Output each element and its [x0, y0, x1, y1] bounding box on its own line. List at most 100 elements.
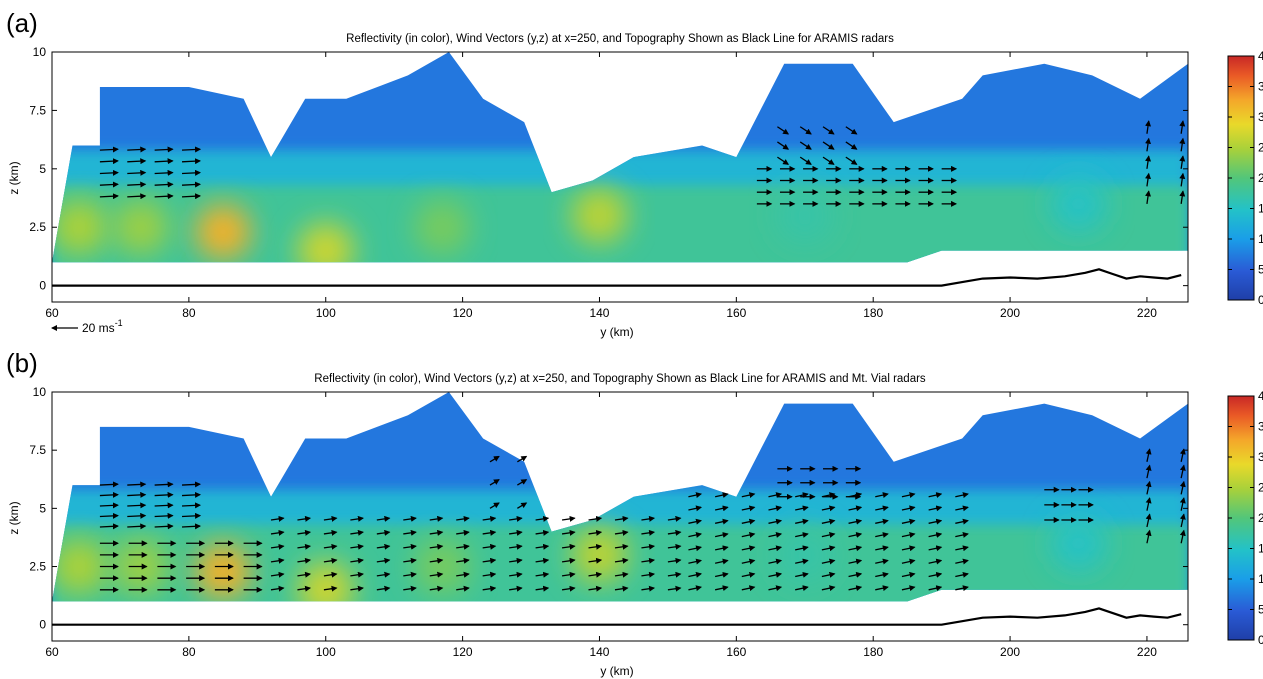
- reflectivity-cell-5: [414, 538, 471, 595]
- reflectivity-cell-5: [414, 199, 471, 256]
- wind-vector: [323, 585, 338, 592]
- wind-vector: [641, 529, 656, 536]
- wind-vector: [845, 141, 858, 150]
- x-tick-label: 60: [45, 306, 59, 320]
- wind-vector: [403, 529, 417, 536]
- wind-vector: [456, 529, 470, 536]
- wind-vector: [535, 585, 550, 592]
- wind-vector: [127, 158, 147, 165]
- wind-vector: [955, 492, 969, 499]
- x-tick-label: 140: [589, 645, 609, 659]
- wind-vector: [777, 126, 790, 135]
- colorbar-tick-label: 40: [1258, 49, 1263, 63]
- wind-vector: [821, 505, 836, 512]
- wind-vector: [429, 543, 444, 550]
- wind-vector: [588, 543, 603, 550]
- wind-vector: [1145, 464, 1152, 479]
- wind-vector: [403, 585, 417, 592]
- wind-vector: [1145, 155, 1152, 169]
- wind-vector: [614, 585, 629, 592]
- wind-vector: [955, 518, 969, 525]
- panel-a-plot: 60 80 100 120 140 160 180 200 220 0 2.5 5 7.5 10: [29, 45, 1189, 320]
- colorbar-tick-label: 10: [1258, 572, 1263, 586]
- reference-arrow-value: 20 ms: [82, 321, 115, 335]
- wind-vector: [99, 181, 119, 188]
- wind-vector: [376, 529, 391, 536]
- wind-vector: [1179, 172, 1186, 187]
- wind-vector: [509, 529, 523, 536]
- wind-vector: [768, 492, 783, 499]
- wind-vector: [821, 585, 836, 592]
- wind-vector: [429, 557, 444, 564]
- wind-vector: [403, 571, 417, 578]
- wind-vectors: [99, 120, 1186, 207]
- wind-vector: [535, 515, 550, 522]
- colorbar-tick-label: 30: [1258, 110, 1263, 124]
- wind-vector: [848, 571, 863, 578]
- wind-vector: [535, 571, 550, 578]
- wind-vector: [127, 181, 147, 188]
- axes-frame: [51, 391, 1189, 642]
- wind-vector: [777, 141, 790, 150]
- reflectivity-cell-7: [776, 526, 833, 583]
- wind-vector: [901, 492, 916, 499]
- y-tick-label: 10: [33, 45, 47, 59]
- wind-vector: [99, 502, 119, 509]
- topography-line: [52, 268, 1182, 287]
- x-tick-label: 180: [863, 645, 883, 659]
- reflectivity-field: [52, 52, 1188, 263]
- wind-vector: [1179, 448, 1186, 462]
- wind-vector: [181, 169, 202, 176]
- axes-frame: [51, 51, 1189, 303]
- wind-vector: [848, 505, 863, 512]
- wind-vector: [768, 505, 783, 512]
- wind-vector: [181, 146, 202, 153]
- wind-vector: [350, 557, 364, 564]
- wind-vector: [848, 532, 863, 538]
- wind-vector: [181, 491, 202, 498]
- wind-vector: [667, 543, 682, 550]
- wind-vector: [99, 512, 119, 519]
- wind-vector: [741, 558, 756, 565]
- wind-vector: [875, 492, 889, 499]
- wind-vector: [795, 571, 809, 578]
- wind-vector: [848, 518, 863, 525]
- wind-vector: [297, 515, 312, 522]
- wind-vector: [1145, 497, 1152, 511]
- wind-vector: [795, 518, 809, 525]
- colorbar-tick-label: 0: [1258, 633, 1263, 647]
- colorbar-tick-label: 5: [1258, 263, 1263, 277]
- wind-vector: [955, 585, 969, 592]
- x-tick-label: 200: [1000, 306, 1020, 320]
- wind-vector: [154, 193, 174, 200]
- wind-vector: [768, 571, 783, 578]
- colorbar-tick-label: 35: [1258, 80, 1263, 94]
- wind-vector: [688, 518, 703, 525]
- reflectivity-cell-6: [571, 187, 628, 244]
- wind-vector: [768, 558, 783, 565]
- wind-vector: [99, 193, 119, 200]
- wind-vector: [741, 492, 756, 499]
- panel-a-colorbar: 0 5 10 15 20 25 30 35 40: [1227, 49, 1263, 307]
- wind-vector: [795, 585, 809, 592]
- wind-vector: [955, 545, 969, 552]
- wind-vector: [588, 529, 603, 536]
- wind-vector: [928, 492, 943, 499]
- wind-vector: [1179, 155, 1186, 169]
- wind-vector: [561, 571, 576, 578]
- wind-vector: [667, 515, 682, 522]
- x-tick-label: 120: [453, 306, 473, 320]
- wind-vector: [429, 585, 444, 592]
- reflectivity-cell-1: [52, 538, 108, 595]
- wind-vector: [768, 518, 783, 525]
- colorbar-tick-label: 25: [1258, 141, 1263, 155]
- wind-vector: [154, 169, 174, 176]
- wind-vector: [641, 543, 656, 550]
- wind-vector: [641, 571, 656, 578]
- wind-vector: [614, 543, 629, 550]
- wind-vector: [667, 529, 682, 536]
- wind-vector: [99, 491, 119, 498]
- wind-vector: [768, 545, 783, 552]
- wind-vector: [822, 156, 835, 165]
- wind-vector: [741, 505, 756, 512]
